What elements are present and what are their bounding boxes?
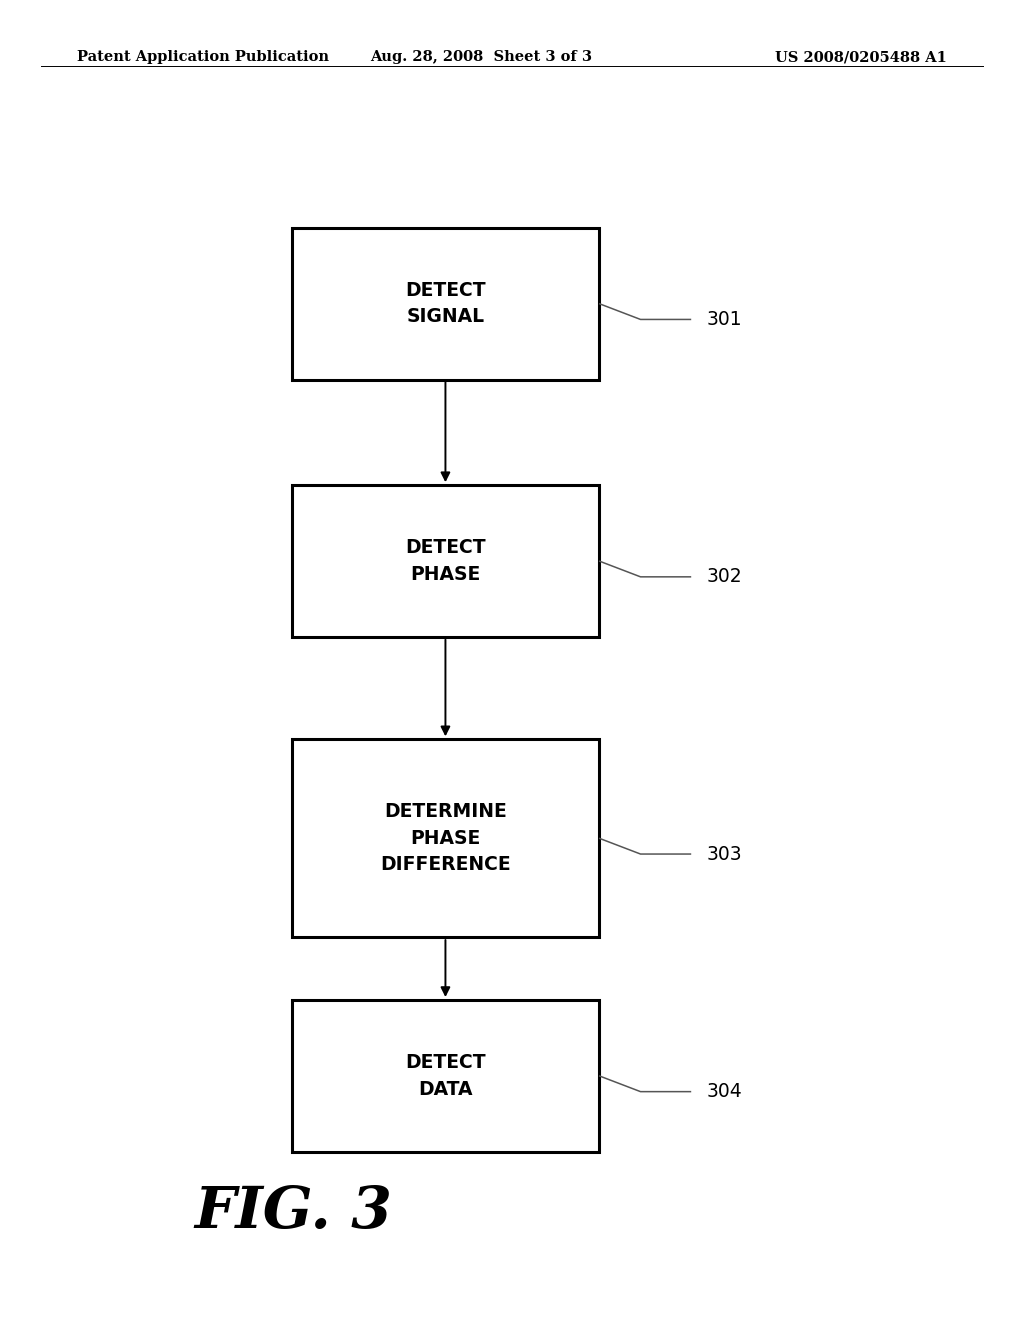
Text: FIG. 3: FIG. 3: [195, 1184, 392, 1239]
Text: 304: 304: [707, 1082, 742, 1101]
Bar: [292, 739, 599, 937]
Bar: [292, 1001, 599, 1151]
Text: 301: 301: [707, 310, 742, 329]
Text: Aug. 28, 2008  Sheet 3 of 3: Aug. 28, 2008 Sheet 3 of 3: [371, 50, 592, 65]
Text: DETECT
SIGNAL: DETECT SIGNAL: [406, 281, 485, 326]
Text: DETERMINE
PHASE
DIFFERENCE: DETERMINE PHASE DIFFERENCE: [380, 803, 511, 874]
Text: DETECT
DATA: DETECT DATA: [406, 1053, 485, 1098]
Text: 302: 302: [707, 568, 742, 586]
Bar: [292, 486, 599, 638]
Text: 303: 303: [707, 845, 742, 863]
Bar: [292, 227, 599, 380]
Text: DETECT
PHASE: DETECT PHASE: [406, 539, 485, 583]
Text: US 2008/0205488 A1: US 2008/0205488 A1: [775, 50, 947, 65]
Text: Patent Application Publication: Patent Application Publication: [77, 50, 329, 65]
